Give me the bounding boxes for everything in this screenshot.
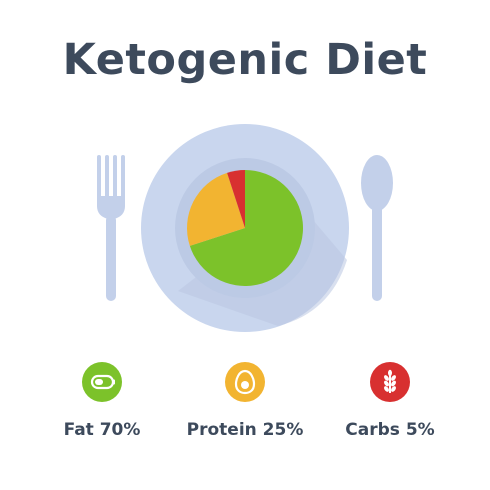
fat-badge [82,362,122,402]
egg-icon [234,369,256,395]
legend-item-carbs: Carbs 5% [315,362,465,440]
pie-slice-fat [189,170,304,287]
pie-slice-protein [187,172,245,246]
pie-slice-carbs [227,170,245,228]
legend-item-protein: Protein 25% [170,362,320,440]
fork-icon [97,155,125,301]
wheat-icon [384,369,396,393]
page-title: Ketogenic Diet [62,35,428,85]
legend-label-fat: Fat 70% [63,420,141,440]
legend-label-carbs: Carbs 5% [345,420,435,440]
legend-label-protein: Protein 25% [186,420,304,440]
protein-badge [225,362,265,402]
carbs-badge [370,362,410,402]
spoon-icon [361,155,393,301]
oil-bottle-icon [90,374,115,390]
pie-chart [187,170,304,287]
legend-item-fat: Fat 70% [27,362,177,440]
